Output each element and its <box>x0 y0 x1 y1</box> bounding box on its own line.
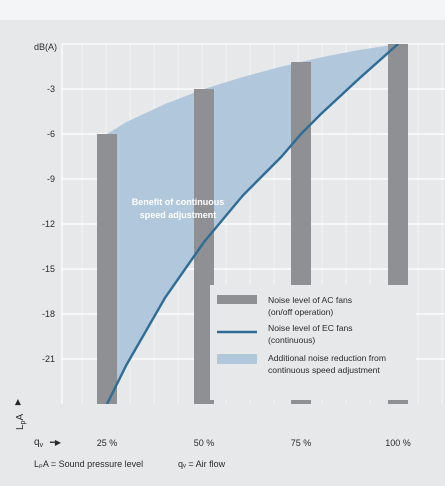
x-axis-symbol-letter: q <box>34 437 40 448</box>
legend-box <box>210 285 416 400</box>
footnote-air-flow: qᵥ = Air flow <box>178 459 226 469</box>
x-axis-symbol-arrow: ━▶ <box>49 438 62 447</box>
x-tick-label: 50 % <box>194 438 215 448</box>
legend: Noise level of AC fans (on/off operation… <box>210 285 416 400</box>
legend-swatch-ac-fans <box>217 295 257 304</box>
y-axis-symbol-arrow: ▶ <box>13 398 22 405</box>
y-tick-label: -12 <box>42 219 55 229</box>
x-axis-symbol-text: qv <box>34 437 44 449</box>
y-axis-symbol-text: LpA <box>15 414 27 430</box>
noise-reduction-area <box>107 44 398 404</box>
legend-label-noise-reduction: Additional noise reduction from <box>268 353 386 363</box>
y-axis-symbol-suffix: A <box>15 414 26 421</box>
top-strip <box>0 0 445 20</box>
x-tick-labels: 25 % 50 % 75 % 100 % <box>97 438 411 448</box>
ac-fan-bar-50 <box>194 89 214 404</box>
ec-fan-line <box>105 44 399 404</box>
y-axis-symbol-sub: p <box>20 420 27 424</box>
legend-label-ec-fans: Noise level of EC fans <box>268 323 353 333</box>
x-axis-symbol: qv ━▶ <box>34 437 62 449</box>
y-tick-label: -3 <box>47 84 55 94</box>
ac-fan-bar-25 <box>97 134 117 404</box>
y-tick-label: -21 <box>42 354 55 364</box>
y-axis-symbol: ▶ LpA <box>13 398 27 430</box>
x-axis-symbol-sub: v <box>40 442 44 449</box>
y-axis-symbol-letter: L <box>15 424 26 430</box>
noise-reduction-fill <box>107 44 398 404</box>
annotation-line-2: speed adjustment <box>140 210 217 220</box>
y-tick-label: -15 <box>42 264 55 274</box>
annotation-line-1: Benefit of continuous <box>132 197 225 207</box>
y-tick-labels: -3 -6 -9 -12 -15 -18 -21 <box>42 84 55 364</box>
ec-fan-curve <box>105 44 399 404</box>
legend-label-ac-fans-line2: (on/off operation) <box>268 307 333 317</box>
legend-label-ec-fans-line2: (continuous) <box>268 335 315 345</box>
legend-swatch-noise-reduction <box>217 354 257 364</box>
y-axis-unit: dB(A) <box>34 42 57 52</box>
legend-label-noise-reduction-line2: continuous speed adjustment <box>268 365 380 375</box>
x-tick-label: 75 % <box>291 438 312 448</box>
y-tick-label: -18 <box>42 309 55 319</box>
x-tick-label: 25 % <box>97 438 118 448</box>
y-tick-label: -9 <box>47 174 55 184</box>
legend-label-ac-fans: Noise level of AC fans <box>268 295 352 305</box>
x-tick-label: 100 % <box>385 438 411 448</box>
y-tick-label: -6 <box>47 129 55 139</box>
footnote-sound-pressure: LₚA = Sound pressure level <box>34 459 143 469</box>
